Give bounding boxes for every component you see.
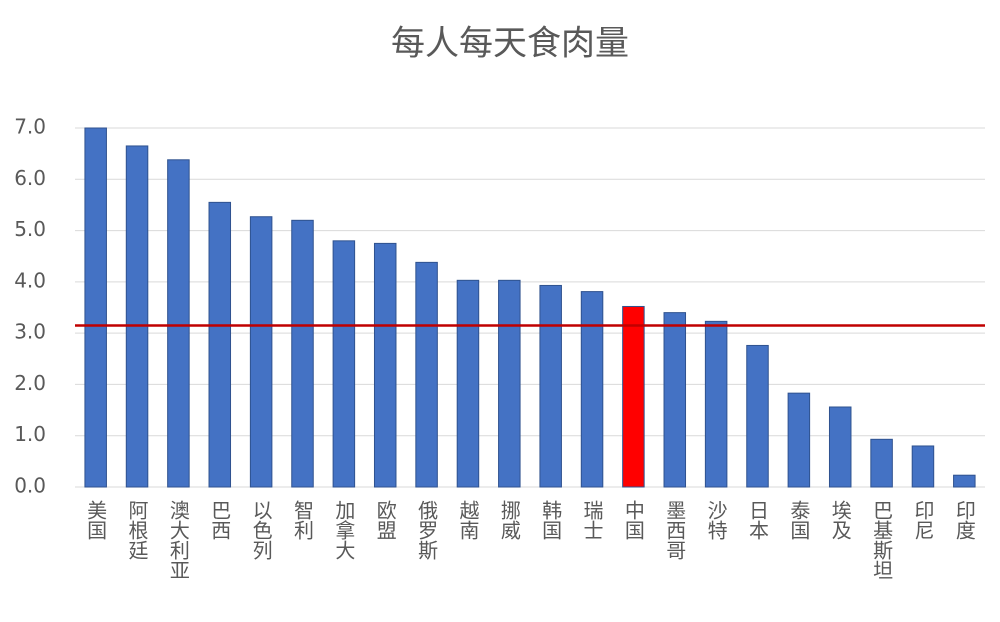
x-tick-label: 埃及	[828, 500, 852, 540]
x-tick-label: 泰国	[787, 500, 811, 540]
bar	[208, 201, 232, 488]
bar	[498, 279, 521, 488]
bar	[953, 474, 976, 488]
bar	[663, 312, 687, 488]
y-tick-label: 0.0	[14, 474, 46, 498]
x-tick-label: 越南	[456, 500, 480, 540]
x-tick-label: 以色列	[249, 500, 273, 560]
y-tick-label: 1.0	[14, 422, 46, 446]
y-tick-label: 5.0	[14, 217, 46, 241]
x-tick-label: 墨西哥	[663, 500, 687, 560]
bar	[84, 127, 107, 488]
chart-title: 每人每天食肉量	[391, 24, 629, 64]
x-tick-label: 日本	[746, 500, 770, 540]
bar	[539, 284, 562, 488]
bar	[373, 242, 397, 488]
y-tick-label: 3.0	[14, 320, 46, 344]
x-tick-label: 美国	[84, 500, 108, 540]
x-tick-label: 挪威	[497, 500, 521, 540]
x-tick-label: 俄罗斯	[415, 500, 439, 560]
x-tick-label: 加拿大	[332, 500, 356, 560]
bar	[746, 344, 769, 488]
x-tick-label: 印尼	[911, 500, 935, 540]
y-tick-label: 2.0	[14, 371, 46, 395]
x-tick-label: 欧盟	[373, 500, 397, 540]
x-tick-label: 阿根廷	[125, 500, 149, 560]
y-tick-label: 4.0	[14, 268, 46, 292]
x-tick-label: 智利	[291, 500, 315, 540]
bar	[125, 145, 149, 488]
bar	[704, 320, 728, 488]
x-tick-label: 巴基斯坦	[870, 500, 894, 580]
bar	[828, 406, 852, 488]
bar	[622, 305, 645, 488]
x-tick-label: 印度	[952, 500, 976, 540]
x-tick-label: 巴西	[208, 500, 232, 540]
bar	[332, 240, 356, 488]
bar	[456, 279, 480, 488]
x-tick-label: 沙特	[704, 500, 728, 540]
bar	[415, 261, 438, 488]
x-tick-label: 韩国	[539, 500, 563, 540]
bar	[291, 219, 314, 488]
bar	[167, 159, 190, 488]
bar	[911, 445, 935, 488]
x-tick-label: 澳大利亚	[166, 500, 190, 580]
y-tick-label: 6.0	[14, 166, 46, 190]
bar	[870, 438, 893, 488]
bar	[580, 291, 604, 488]
x-tick-label: 中国	[621, 500, 645, 540]
y-tick-label: 7.0	[14, 115, 46, 139]
x-tick-label: 瑞士	[580, 500, 604, 540]
bar	[249, 216, 273, 488]
bar	[787, 392, 811, 488]
